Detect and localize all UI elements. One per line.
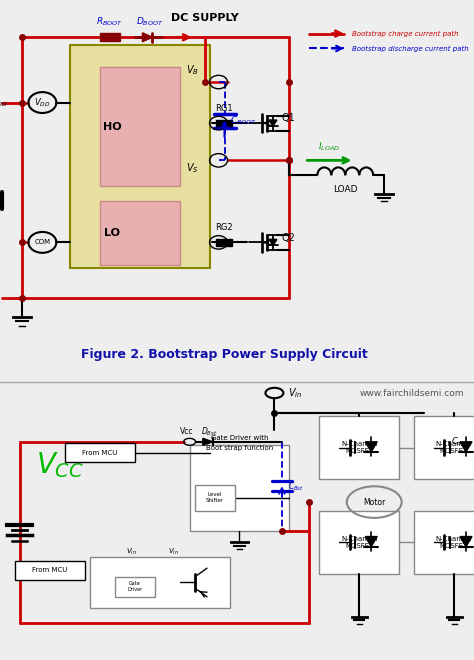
Text: Figure 2. Bootstrap Power Supply Circuit: Figure 2. Bootstrap Power Supply Circuit xyxy=(81,348,368,361)
Text: From MCU: From MCU xyxy=(82,449,118,455)
Text: Vcc: Vcc xyxy=(180,427,194,436)
Polygon shape xyxy=(269,240,277,246)
Bar xyxy=(319,416,399,479)
Text: $I_{LOAD}$: $I_{LOAD}$ xyxy=(318,141,340,153)
Bar xyxy=(195,485,235,511)
Text: $V_{in}$: $V_{in}$ xyxy=(168,546,179,557)
Text: www.fairchildsemi.com: www.fairchildsemi.com xyxy=(359,389,464,398)
Bar xyxy=(70,45,210,269)
Polygon shape xyxy=(143,33,153,42)
Polygon shape xyxy=(460,442,472,452)
Text: Q1: Q1 xyxy=(282,114,296,123)
Text: LO: LO xyxy=(104,228,120,238)
Text: $V_{in}$: $V_{in}$ xyxy=(288,386,303,400)
Text: $V_{in}$: $V_{in}$ xyxy=(126,546,137,557)
Text: Gate Driver with: Gate Driver with xyxy=(211,436,268,442)
Text: Bootstrap discharge current path: Bootstrap discharge current path xyxy=(352,46,468,51)
Text: RG1: RG1 xyxy=(215,104,232,113)
Text: RG2: RG2 xyxy=(215,224,232,232)
Text: $R_{BOOT}$: $R_{BOOT}$ xyxy=(96,15,123,28)
Polygon shape xyxy=(365,442,377,452)
Text: COM: COM xyxy=(34,240,50,246)
Text: From MCU: From MCU xyxy=(32,568,68,574)
Text: $V_B$: $V_B$ xyxy=(186,63,199,77)
Text: $C_{BOOT}$: $C_{BOOT}$ xyxy=(229,115,256,127)
Text: DC SUPPLY: DC SUPPLY xyxy=(171,13,238,22)
Polygon shape xyxy=(269,120,277,126)
Bar xyxy=(115,577,155,597)
Polygon shape xyxy=(460,537,472,546)
Text: $C_{Bst}$: $C_{Bst}$ xyxy=(288,480,304,492)
Bar xyxy=(15,561,85,579)
Text: Q2: Q2 xyxy=(282,232,296,242)
Text: Level
Shifter: Level Shifter xyxy=(206,492,224,503)
Bar xyxy=(216,119,231,127)
Text: N-Channel
MOSFET: N-Channel MOSFET xyxy=(341,536,377,548)
Polygon shape xyxy=(365,537,377,546)
Bar xyxy=(414,511,474,574)
Bar xyxy=(319,511,399,574)
Bar xyxy=(65,444,135,462)
Text: LOAD: LOAD xyxy=(333,185,357,194)
Text: Boot strap function: Boot strap function xyxy=(206,445,273,451)
Bar xyxy=(414,416,474,479)
Text: $V_{DD}$: $V_{DD}$ xyxy=(0,96,8,109)
Bar xyxy=(190,445,290,531)
Bar xyxy=(100,33,120,42)
Text: N-Channel
MOSFET: N-Channel MOSFET xyxy=(436,441,472,454)
Text: Gate
Driver: Gate Driver xyxy=(127,581,142,592)
Text: Bootstrap charge current path: Bootstrap charge current path xyxy=(352,30,458,36)
Bar xyxy=(90,556,229,609)
Text: $V_{CC}$: $V_{CC}$ xyxy=(36,450,84,480)
Text: HO: HO xyxy=(103,122,121,132)
Text: $V_{DD}$: $V_{DD}$ xyxy=(34,96,51,109)
Text: $D_{Bst}$: $D_{Bst}$ xyxy=(201,426,218,438)
Bar xyxy=(100,201,180,265)
Text: N-Channel
MOSFET: N-Channel MOSFET xyxy=(436,536,472,548)
Bar xyxy=(100,67,180,186)
Polygon shape xyxy=(203,438,213,446)
Text: Motor: Motor xyxy=(363,498,385,507)
Text: N-Channel
MOSFET: N-Channel MOSFET xyxy=(341,441,377,454)
Text: $C_{out}$: $C_{out}$ xyxy=(451,436,469,448)
Text: $V_S$: $V_S$ xyxy=(186,162,199,176)
Text: $D_{BOOT}$: $D_{BOOT}$ xyxy=(136,15,164,28)
Bar xyxy=(216,239,231,246)
